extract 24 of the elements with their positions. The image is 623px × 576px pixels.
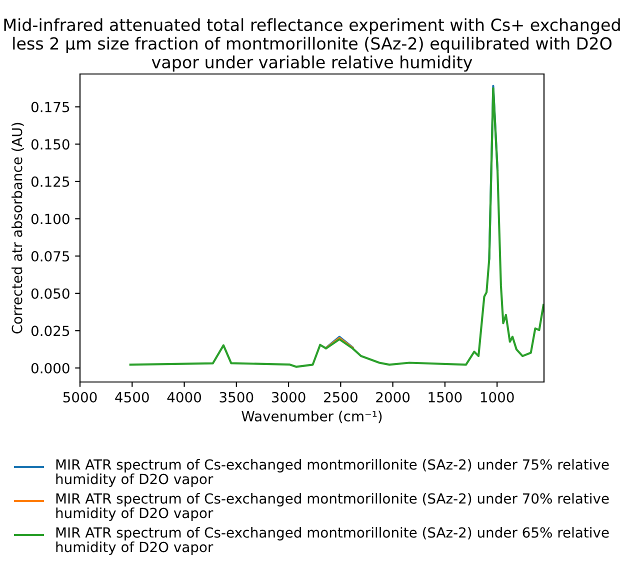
x-tick-label: 5000: [63, 392, 97, 402]
x-tick-label: 1000: [480, 392, 514, 402]
x-tick-label: 3500: [220, 392, 254, 402]
y-tick-label: 0.025: [31, 326, 70, 336]
y-tick-label: 0.175: [31, 102, 70, 112]
x-tick-label: 2500: [324, 392, 358, 402]
y-tick-label: 0.125: [31, 176, 70, 187]
x-tick-label: 1500: [428, 392, 462, 402]
line-series: [129, 87, 544, 368]
chart-title: Mid-infrared attenuated total reflectance experiment with Cs+ exchanged less 2 µm size fraction of montmorillonite (SAz-2) equilibrated with D2O vapor under variable relative humidity: [4, 18, 620, 72]
legend-label: MIR ATR spectrum of Cs-exchanged montmorillonite (SAz-2) under 75% relative humidity of D2O vapor: [56, 459, 609, 487]
legend-label: MIR ATR spectrum of Cs-exchanged montmorillonite (SAz-2) under 70% relative humidity of D2O vapor: [56, 493, 609, 521]
x-tick-label: 4500: [115, 392, 149, 402]
x-tick-label: 4000: [167, 392, 202, 402]
x-axis-title: Wavenumber (cm⁻¹): [242, 410, 382, 424]
y-tick-label: 0.150: [31, 139, 70, 150]
y-tick-label: 0.100: [31, 214, 70, 224]
y-tick-label: 0.050: [31, 288, 70, 299]
y-axis-title: Corrected atr absorbance (AU): [12, 122, 24, 334]
y-tick-label: 0.000: [31, 362, 70, 374]
x-tick-label: 2000: [376, 392, 410, 402]
legend-label: MIR ATR spectrum of Cs-exchanged montmorillonite (SAz-2) under 65% relative humidity of D2O vapor: [56, 527, 609, 555]
x-tick-label: 3000: [272, 392, 306, 402]
y-tick-label: 0.075: [31, 251, 70, 262]
